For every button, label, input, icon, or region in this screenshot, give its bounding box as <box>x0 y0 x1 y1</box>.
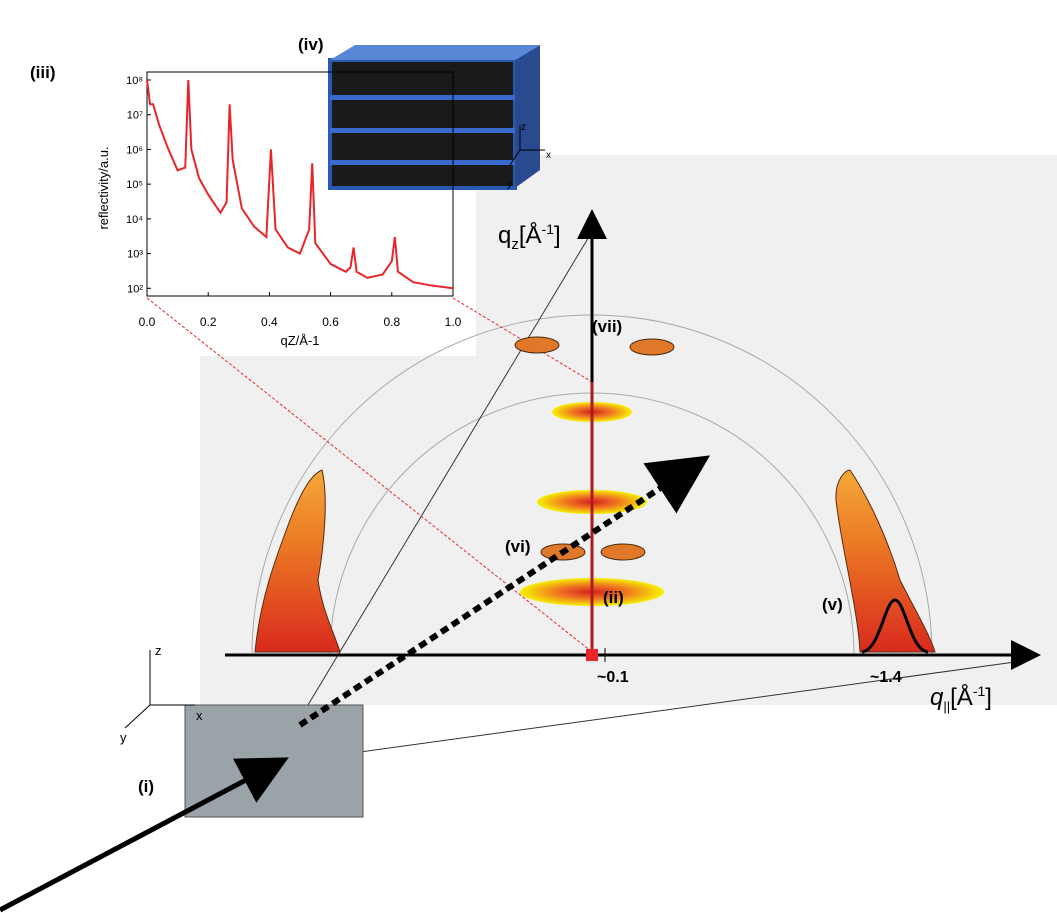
qpar-close: ] <box>985 684 992 711</box>
off-spot <box>601 544 645 560</box>
label-iv: (iv) <box>298 35 324 54</box>
qpar-sub: || <box>943 699 950 714</box>
qpar-exp: -1 <box>973 683 986 699</box>
x-tick-label: 0.2 <box>200 315 217 329</box>
stack-side <box>515 45 540 188</box>
y-tick-label: 10⁶ <box>126 144 143 156</box>
qpar-tick: ~0.1 <box>597 669 629 686</box>
qz-close: ] <box>554 222 561 249</box>
label-iii: (iii) <box>30 63 56 82</box>
coord-axis <box>125 705 150 728</box>
figure: (iii) (iv) (vii) (vi) (ii) (v) (i) qz[Å-… <box>0 0 1057 913</box>
qz-sub: z <box>511 236 519 253</box>
diagram <box>0 45 1057 910</box>
y-tick-label: 10⁸ <box>126 75 143 87</box>
y-tick-label: 10⁵ <box>126 179 143 191</box>
qpar-tick: ~1.4 <box>870 669 902 686</box>
stack-top <box>330 45 540 60</box>
inset-y-label: reflectivity/a.u. <box>96 146 111 229</box>
origin <box>586 649 598 661</box>
label-vii: (vii) <box>592 317 622 336</box>
bilayer <box>330 95 515 100</box>
y-tick-label: 10⁷ <box>127 110 143 122</box>
y-tick-label: 10² <box>127 283 143 295</box>
qpar-unit: [Å <box>950 683 973 711</box>
x-tick-label: 1.0 <box>445 315 462 329</box>
qz-exp: -1 <box>542 221 555 237</box>
bilayer <box>330 160 515 165</box>
axis-x: x <box>196 708 203 723</box>
off-spot <box>515 337 559 353</box>
axis-y: y <box>507 179 512 190</box>
x-tick-label: 0.4 <box>261 315 278 329</box>
y-tick-label: 10³ <box>127 249 143 261</box>
label-vi: (vi) <box>505 537 531 556</box>
qz-unit: [Å <box>519 221 542 249</box>
label-i: (i) <box>138 777 154 796</box>
axis-y: y <box>120 730 127 745</box>
y-tick-label: 10⁴ <box>126 214 143 226</box>
axis-z: z <box>521 122 526 133</box>
bilayer <box>330 128 515 133</box>
off-spot <box>630 339 674 355</box>
qz-symbol: q <box>498 222 511 249</box>
label-v: (v) <box>822 595 843 614</box>
axis-z: z <box>155 643 162 658</box>
x-tick-label: 0.0 <box>139 315 156 329</box>
inset-x-label: qZ/Å-1 <box>280 333 319 348</box>
x-tick-label: 0.8 <box>383 315 400 329</box>
layer-stack <box>330 60 515 188</box>
axis-x: x <box>546 150 551 161</box>
label-ii: (ii) <box>603 588 624 607</box>
qpar-axis-title: q||[Å-1] <box>930 683 992 714</box>
qpar-symbol: q <box>930 684 944 711</box>
x-tick-label: 0.6 <box>322 315 339 329</box>
